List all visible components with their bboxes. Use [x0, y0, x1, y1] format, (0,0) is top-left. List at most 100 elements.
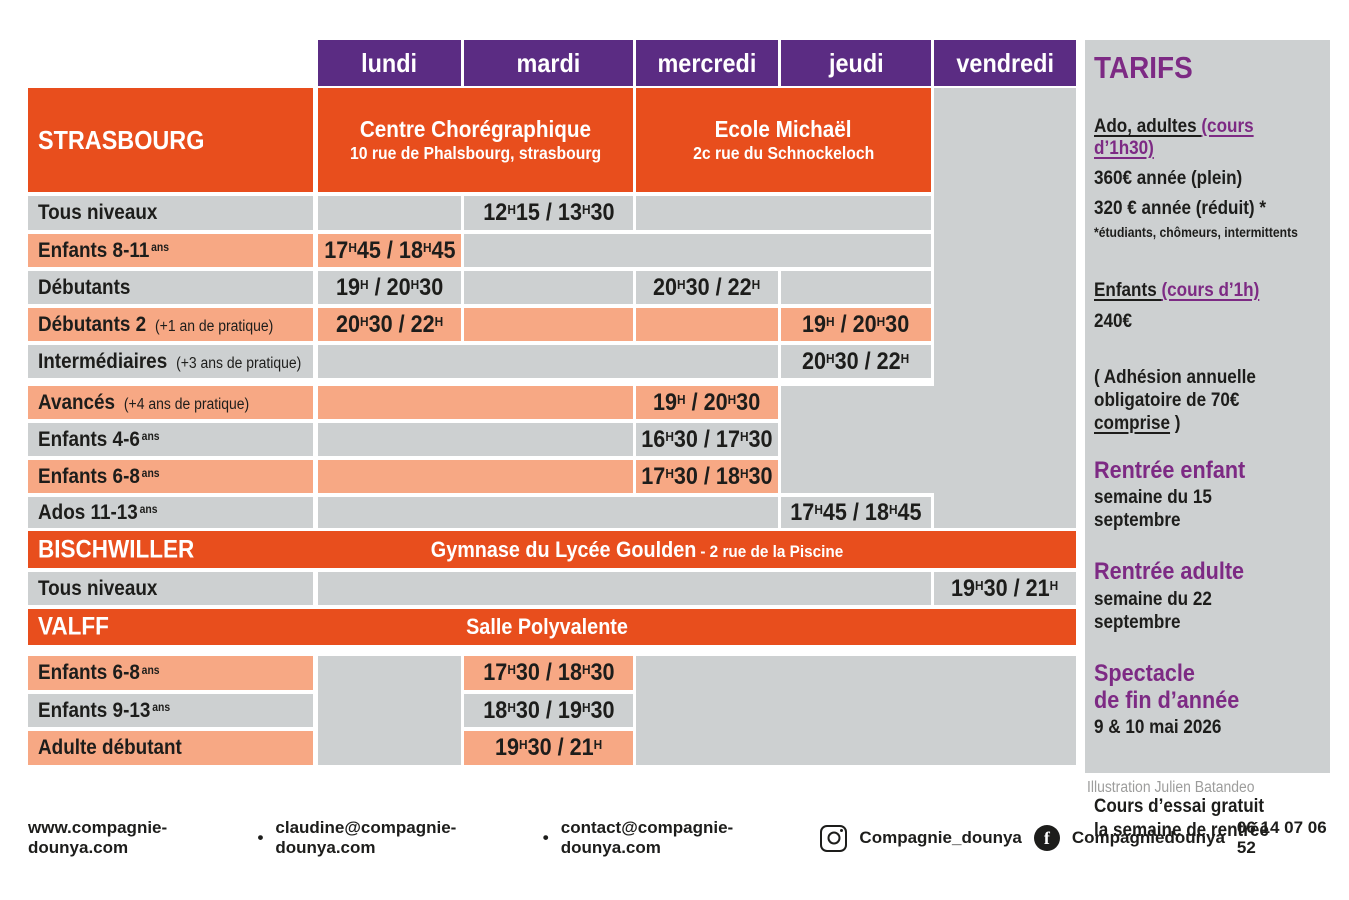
age-superscript: ans	[141, 431, 160, 444]
day-header-vendredi: vendredi	[934, 40, 1076, 86]
row-label: Avancés (+4 ans de pratique)	[28, 386, 313, 419]
sidebar-text: 320 € année (réduit) *	[1094, 198, 1267, 220]
row-label: Enfants 4-6 ans	[28, 423, 313, 456]
instagram-icon[interactable]	[820, 824, 848, 852]
row-label-text: Débutants	[38, 275, 131, 299]
schedule-empty-cell	[318, 386, 633, 419]
email-contact-link[interactable]: contact@compagnie-dounya.com	[560, 818, 734, 857]
schedule-empty-cell	[781, 271, 931, 304]
schedule-empty-cell	[318, 423, 633, 456]
illustration-credit-text: Illustration Julien Batandeo	[1087, 779, 1255, 796]
sidebar-text: 9 & 10 mai 2026	[1094, 717, 1222, 739]
venue-name: Ecole Michaël	[715, 115, 852, 142]
facebook-icon[interactable]: f	[1033, 825, 1060, 851]
row-label-text: Tous niveaux	[38, 576, 158, 600]
time-cell-mercredi: 17H30 / 18H30	[636, 460, 778, 493]
class-time: 17H30 / 18H30	[482, 659, 615, 686]
class-time: 12H15 / 13H30	[482, 199, 615, 226]
tarif-line: 240€	[1094, 310, 1321, 333]
venue-address: 2c rue du Schnockeloch	[692, 143, 875, 164]
class-time: 20H30 / 22H	[653, 273, 761, 301]
age-superscript: ans	[152, 702, 171, 715]
schedule-empty-cell	[318, 345, 778, 378]
level-note: (+4 ans de pratique)	[123, 395, 250, 413]
day-header-label: vendredi	[956, 47, 1054, 78]
instagram-handle[interactable]: Compagnie_dounya	[859, 828, 1022, 847]
row-label: Enfants 8-11 ans	[28, 234, 313, 267]
class-time: 18H30 / 19H30	[482, 696, 615, 724]
tarif-line: Cours d’essai gratuit la semaine de rent…	[1094, 795, 1321, 841]
facebook-handle[interactable]: Compagniedounya	[1071, 828, 1225, 847]
sidebar-text: 360€ année (plein)	[1094, 168, 1243, 189]
info-heading: Spectacle de fin d’année	[1094, 660, 1321, 714]
time-cell-mercredi: 19H / 20H30	[636, 386, 778, 419]
schedule-empty-cell	[318, 460, 633, 493]
sidebar-text: Enfants (cours d’1h)	[1094, 280, 1260, 302]
row-label-text: Ados 11-13 ans	[38, 500, 158, 524]
time-cell-lundi: 20H30 / 22H	[318, 308, 461, 341]
class-time: 17H30 / 18H30	[641, 462, 773, 490]
class-time: 20H30 / 22H	[335, 310, 444, 338]
class-time: 19H30 / 21H	[951, 574, 1059, 602]
info-heading: Rentrée adulte	[1094, 558, 1321, 585]
day-header-mardi: mardi	[464, 40, 633, 86]
valff-mercredi-vendredi-empty-block	[636, 656, 1076, 765]
email-claudine-link[interactable]: claudine@compagnie-dounya.com	[275, 818, 457, 857]
sidebar-text: *étudiants, chômeurs, intermittents	[1094, 225, 1298, 241]
time-cell-vendredi: 19H30 / 21H	[934, 572, 1076, 605]
class-time: 19H / 20H30	[335, 273, 444, 301]
class-time: 16H30 / 17H30	[641, 425, 773, 453]
illustration-credit: Illustration Julien Batandeo	[1087, 779, 1273, 797]
row-label: Débutants	[28, 271, 313, 304]
class-time: 20H30 / 22H	[802, 347, 910, 375]
jeudi-empty-block	[781, 386, 934, 493]
city-label-strasbourg: STRASBOURG	[28, 88, 313, 192]
tarif-footnote: *étudiants, chômeurs, intermittents	[1094, 225, 1321, 240]
age-superscript: ans	[141, 664, 160, 677]
row-label: Tous niveaux	[28, 572, 313, 605]
venue-salle-polyvalente: Salle Polyvalente	[466, 614, 628, 639]
sidebar-text: Cours d’essai gratuit la semaine de rent…	[1094, 796, 1269, 841]
time-cell-mercredi: 16H30 / 17H30	[636, 423, 778, 456]
class-time: 19H / 20H30	[802, 310, 910, 338]
row-label-text: Enfants 4-6 ans	[38, 427, 160, 451]
row-label-text: Enfants 8-11 ans	[38, 238, 170, 262]
tarifs-panel: TARIFS Ado, adultes (cours d’1h30) 360€ an…	[1085, 40, 1330, 841]
day-header-label: jeudi	[828, 47, 884, 78]
time-cell-jeudi: 20H30 / 22H	[781, 345, 931, 378]
schedule-empty-cell	[636, 308, 778, 341]
time-cell-mardi: 18H30 / 19H30	[464, 694, 633, 727]
info-heading: Rentrée enfant	[1094, 457, 1321, 484]
bullet-separator: •	[257, 828, 264, 847]
time-cell-lundi: 19H / 20H30	[318, 271, 461, 304]
city-label-text: STRASBOURG	[38, 124, 205, 155]
row-label-text: Avancés (+4 ans de pratique)	[38, 390, 250, 414]
row-label-text: Enfants 9-13 ans	[38, 698, 171, 722]
day-header-label: mercredi	[657, 47, 757, 78]
sidebar-text: 240€	[1094, 311, 1133, 333]
row-label: Débutants 2 (+1 an de pratique)	[28, 308, 313, 341]
day-header-lundi: lundi	[318, 40, 461, 86]
venue-ecole-michael: Ecole Michaël 2c rue du Schnockeloch	[636, 88, 931, 192]
schedule-empty-cell	[464, 234, 931, 267]
schedule-empty-cell	[318, 572, 931, 605]
footer-contacts: www.compagnie-dounya.com • claudine@comp…	[28, 818, 1340, 857]
website-link[interactable]: www.compagnie-dounya.com	[28, 818, 168, 857]
bullet-separator: •	[542, 828, 549, 847]
age-superscript: ans	[141, 468, 160, 481]
schedule-empty-cell	[318, 196, 461, 230]
sidebar-text: Spectacle de fin d’année	[1094, 659, 1240, 715]
class-time: 19H / 20H30	[653, 388, 761, 416]
class-time: 17H45 / 18H45	[323, 236, 456, 264]
row-label: Tous niveaux	[28, 196, 313, 230]
schedule-empty-cell	[636, 196, 931, 230]
sidebar-text: semaine du 15 septembre	[1094, 487, 1212, 532]
sidebar-text: Rentrée enfant	[1094, 457, 1246, 485]
time-cell-mardi: 12H15 / 13H30	[464, 196, 633, 230]
valff-lundi-empty-block	[318, 656, 461, 765]
row-label: Ados 11-13 ans	[28, 497, 313, 528]
tarif-category-heading: Enfants (cours d’1h)	[1094, 280, 1321, 302]
tarif-line: ( Adhésion annuelle obligatoire de 70€ c…	[1094, 366, 1321, 436]
